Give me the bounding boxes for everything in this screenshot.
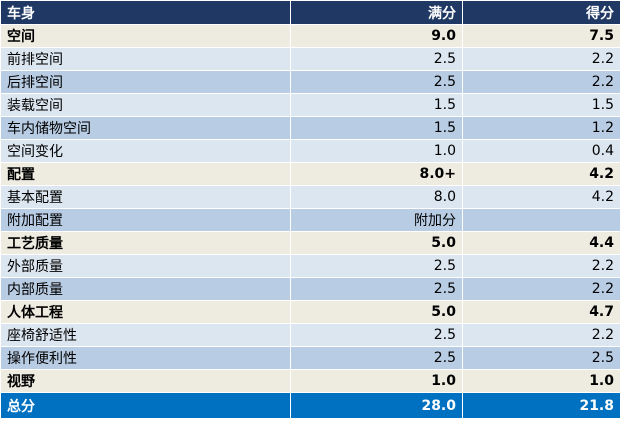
cell: 空间 [0, 24, 291, 48]
cell: 9.0 [290, 24, 463, 48]
cell: 8.0+ [290, 162, 463, 186]
cell: 5.0 [290, 231, 463, 255]
item-row: 内部质量 2.5 2.2 [0, 277, 620, 301]
cell: 总分 [0, 392, 291, 419]
cell: 5.0 [290, 300, 463, 324]
cell: 附加配置 [0, 208, 291, 232]
cell: 座椅舒适性 [0, 323, 291, 347]
cell: 内部质量 [0, 277, 291, 301]
cell [462, 208, 620, 232]
group-row: 工艺质量 5.0 4.4 [0, 231, 620, 255]
cell: 2.5 [290, 277, 463, 301]
cell: 前排空间 [0, 47, 291, 71]
cell: 视野 [0, 369, 291, 393]
cell: 2.2 [462, 254, 620, 278]
cell: 2.2 [462, 277, 620, 301]
cell: 工艺质量 [0, 231, 291, 255]
item-row: 座椅舒适性 2.5 2.2 [0, 323, 620, 347]
table-body: 车身 满分 得分 空间 9.0 7.5 前排空间 2.5 2.2 后排空间 2.5 2.2 装载空间 1.… [0, 0, 620, 419]
cell: 基本配置 [0, 185, 291, 209]
cell: 4.4 [462, 231, 620, 255]
group-row: 配置 8.0+ 4.2 [0, 162, 620, 186]
cell: 操作便利性 [0, 346, 291, 370]
total-row: 总分 28.0 21.8 [0, 392, 620, 419]
cell: 配置 [0, 162, 291, 186]
item-row: 外部质量 2.5 2.2 [0, 254, 620, 278]
cell: 1.0 [462, 369, 620, 393]
cell: 1.5 [462, 93, 620, 117]
cell: 2.2 [462, 47, 620, 71]
cell: 2.2 [462, 70, 620, 94]
group-row: 空间 9.0 7.5 [0, 24, 620, 48]
cell: 4.2 [462, 185, 620, 209]
header-row: 车身 满分 得分 [0, 0, 620, 25]
item-row: 基本配置 8.0 4.2 [0, 185, 620, 209]
item-row: 附加配置 附加分 [0, 208, 620, 232]
cell: 车内储物空间 [0, 116, 291, 140]
cell: 附加分 [290, 208, 463, 232]
group-row: 人体工程 5.0 4.7 [0, 300, 620, 324]
cell: 2.5 [290, 70, 463, 94]
cell: 4.7 [462, 300, 620, 324]
cell: 0.4 [462, 139, 620, 163]
cell: 满分 [290, 0, 463, 25]
cell: 1.2 [462, 116, 620, 140]
cell: 1.0 [290, 369, 463, 393]
cell: 4.2 [462, 162, 620, 186]
cell: 1.5 [290, 93, 463, 117]
item-row: 操作便利性 2.5 2.5 [0, 346, 620, 370]
item-row: 空间变化 1.0 0.4 [0, 139, 620, 163]
item-row: 车内储物空间 1.5 1.2 [0, 116, 620, 140]
cell: 装载空间 [0, 93, 291, 117]
cell: 2.5 [462, 346, 620, 370]
cell: 空间变化 [0, 139, 291, 163]
cell: 2.2 [462, 323, 620, 347]
cell: 2.5 [290, 254, 463, 278]
cell: 28.0 [290, 392, 463, 419]
cell: 2.5 [290, 346, 463, 370]
cell: 1.5 [290, 116, 463, 140]
item-row: 装载空间 1.5 1.5 [0, 93, 620, 117]
cell: 外部质量 [0, 254, 291, 278]
item-row: 前排空间 2.5 2.2 [0, 47, 620, 71]
score-table: 车身 满分 得分 空间 9.0 7.5 前排空间 2.5 2.2 后排空间 2.5 2.2 装载空间 1.… [0, 0, 620, 419]
item-row: 后排空间 2.5 2.2 [0, 70, 620, 94]
cell: 7.5 [462, 24, 620, 48]
cell: 人体工程 [0, 300, 291, 324]
cell: 车身 [0, 0, 291, 25]
cell: 2.5 [290, 323, 463, 347]
cell: 2.5 [290, 47, 463, 71]
cell: 得分 [462, 0, 620, 25]
group-row: 视野 1.0 1.0 [0, 369, 620, 393]
cell: 21.8 [462, 392, 620, 419]
cell: 后排空间 [0, 70, 291, 94]
cell: 8.0 [290, 185, 463, 209]
cell: 1.0 [290, 139, 463, 163]
